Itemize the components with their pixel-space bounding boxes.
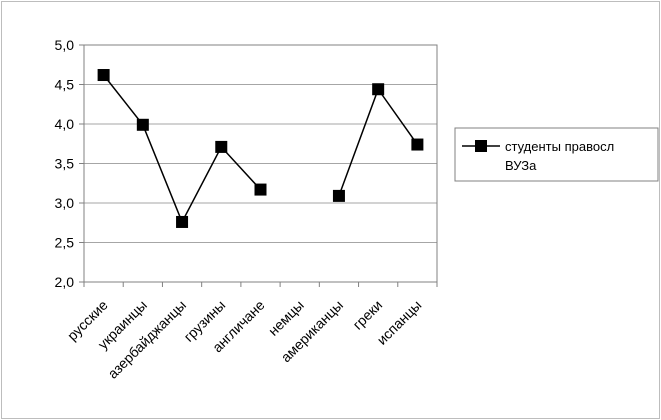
data-point — [411, 138, 424, 151]
y-tick-label: 2,5 — [55, 235, 75, 251]
data-point — [136, 118, 149, 131]
y-tick-label: 4,0 — [55, 116, 75, 132]
gridlines — [84, 44, 437, 283]
x-tick-label: греки — [349, 297, 385, 333]
series-layer — [97, 69, 424, 228]
data-point — [254, 183, 267, 196]
y-tick-label: 3,5 — [55, 156, 75, 172]
y-axis: 2,0 2,5 3,0 3,5 4,0 4,5 5,0 — [55, 37, 84, 290]
y-tick-label: 5,0 — [55, 37, 75, 53]
x-axis: русскиеукраинцыазербайджанцыгрузиныангли… — [64, 282, 438, 382]
legend: студенты правосл ВУЗа — [454, 127, 659, 182]
legend-label-line-1: студенты правосл — [505, 139, 614, 154]
data-point — [176, 215, 189, 228]
data-point — [372, 83, 385, 96]
data-point — [332, 189, 345, 202]
series-line — [103, 74, 262, 224]
data-point — [215, 140, 228, 153]
data-point — [97, 69, 110, 82]
y-tick-label: 2,0 — [55, 274, 75, 290]
y-tick-label: 3,0 — [55, 195, 75, 211]
legend-label-line-2: ВУЗа — [505, 158, 537, 173]
y-tick-label: 4,5 — [55, 77, 75, 93]
legend-box — [454, 127, 659, 182]
series-line — [338, 87, 419, 197]
legend-marker — [475, 140, 487, 152]
